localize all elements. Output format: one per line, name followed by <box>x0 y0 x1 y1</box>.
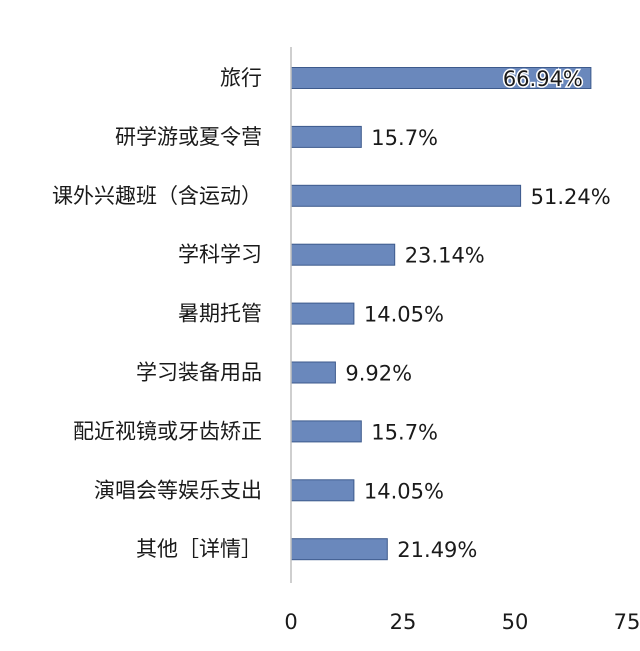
category-label: 学科学习 <box>178 243 262 267</box>
x-tick-label: 75 <box>614 610 640 634</box>
data-label: 21.49% <box>397 538 477 562</box>
data-label: 15.7% <box>371 420 438 444</box>
data-label: 51.24% <box>531 185 611 209</box>
x-axis-tick-labels: 0 25 50 75 <box>284 610 640 634</box>
bar <box>290 125 362 148</box>
category-label: 演唱会等娱乐支出 <box>94 478 262 502</box>
data-labels: 66.94% 15.7% 51.24% 23.14% 14.05% 9.92% 15.7% 1… <box>345 66 611 563</box>
bar <box>290 479 355 502</box>
category-label: 旅行 <box>220 66 262 90</box>
x-tick-label: 0 <box>284 610 297 634</box>
bar <box>290 538 388 561</box>
data-label: 14.05% <box>364 303 444 327</box>
data-label: 15.7% <box>371 126 438 150</box>
data-label: 14.05% <box>364 479 444 503</box>
bar <box>290 420 362 443</box>
data-label: 66.94% <box>503 67 583 91</box>
x-tick-label: 50 <box>502 610 529 634</box>
bar <box>290 243 396 266</box>
category-label: 课外兴趣班（含运动） <box>52 184 262 208</box>
bar <box>290 361 336 384</box>
x-tick-label: 25 <box>390 610 417 634</box>
category-label: 其他［详情］ <box>136 537 262 561</box>
category-label: 配近视镜或牙齿矫正 <box>73 419 262 443</box>
category-label: 研学游或夏令营 <box>115 125 262 149</box>
category-label: 学习装备用品 <box>136 361 262 385</box>
bar <box>290 302 355 325</box>
data-label: 23.14% <box>405 244 485 268</box>
category-label: 暑期托管 <box>178 302 262 326</box>
bar <box>290 184 522 207</box>
data-label: 9.92% <box>345 362 412 386</box>
